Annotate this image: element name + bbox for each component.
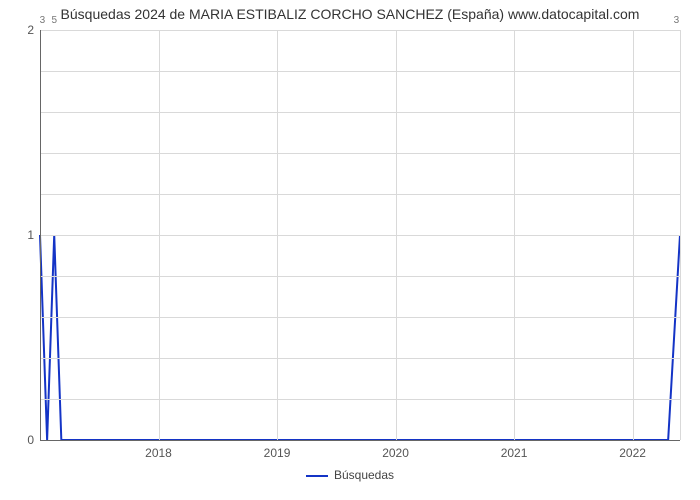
x-top-label: 3 [40, 15, 46, 30]
x-tick-label: 2020 [382, 440, 409, 460]
x-top-label: 5 [51, 15, 57, 30]
x-tick-label: 2019 [264, 440, 291, 460]
grid-line-horizontal-minor [40, 153, 680, 154]
grid-line-vertical [633, 30, 634, 440]
grid-line-horizontal-minor [40, 399, 680, 400]
legend: Búsquedas [0, 468, 700, 482]
chart-title: Búsquedas 2024 de MARIA ESTIBALIZ CORCHO… [0, 6, 700, 22]
grid-line-horizontal-minor [40, 358, 680, 359]
y-tick-label: 2 [27, 23, 40, 37]
right-axis-line [680, 30, 681, 440]
x-tick-label: 2018 [145, 440, 172, 460]
legend-label: Búsquedas [334, 468, 394, 482]
grid-line-horizontal-minor [40, 194, 680, 195]
grid-line-vertical [396, 30, 397, 440]
grid-line-vertical [514, 30, 515, 440]
grid-line-horizontal [40, 30, 680, 31]
x-axis-line [40, 440, 680, 441]
plot-area: 01220182019202020212022353 [40, 30, 680, 440]
y-tick-label: 1 [27, 228, 40, 242]
grid-line-horizontal-minor [40, 112, 680, 113]
grid-line-vertical [277, 30, 278, 440]
grid-line-horizontal-minor [40, 276, 680, 277]
x-tick-label: 2022 [619, 440, 646, 460]
y-axis-line [40, 30, 41, 440]
grid-line-horizontal [40, 235, 680, 236]
grid-line-vertical [159, 30, 160, 440]
x-tick-label: 2021 [501, 440, 528, 460]
legend-swatch [306, 475, 328, 477]
x-top-label: 3 [674, 15, 680, 30]
chart-container: Búsquedas 2024 de MARIA ESTIBALIZ CORCHO… [0, 0, 700, 500]
grid-line-horizontal-minor [40, 71, 680, 72]
grid-line-horizontal-minor [40, 317, 680, 318]
y-tick-label: 0 [27, 433, 40, 447]
